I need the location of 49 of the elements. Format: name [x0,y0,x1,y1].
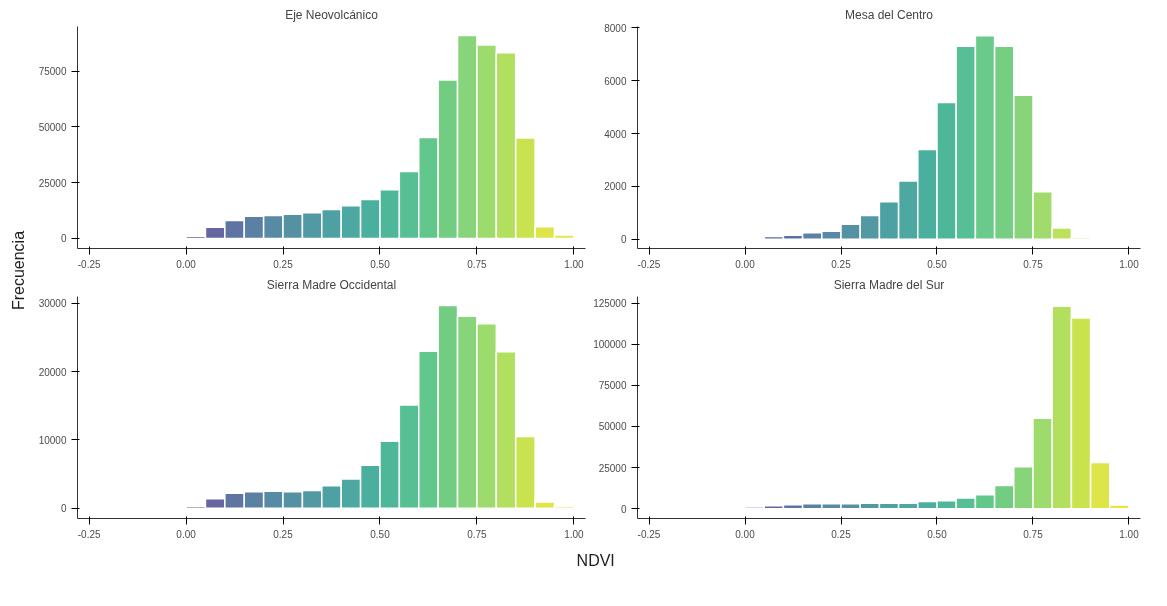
x-tick-label: 0.50 [927,528,948,540]
y-tick-label: 0 [620,503,627,515]
y-tick-label: 0 [620,234,627,246]
x-tick-label: 0.75 [1023,258,1044,270]
y-tick-label: 50000 [598,421,627,433]
x-tick-label: 0.25 [273,528,294,540]
y-tick-label: 10000 [38,434,67,446]
x-tick-label: -0.25 [637,528,661,540]
y-tick-label: 8000 [604,22,627,34]
y-tick-label: 125000 [593,298,627,310]
x-tick-label: 0.50 [370,258,391,270]
x-tick-label: 0.25 [831,258,852,270]
x-tick-label: 0.25 [273,258,294,270]
x-tick-label: 1.00 [1119,258,1140,270]
x-tick-label: 0.00 [735,528,756,540]
chart-title: Eje Neovolcánico [285,7,379,22]
x-tick-label: 1.00 [1119,528,1140,540]
x-tick-label: -0.25 [77,258,101,270]
chart-title: Mesa del Centro [844,7,934,22]
x-tick-label: 0.00 [176,258,197,270]
x-tick-label: 1.00 [564,528,585,540]
x-tick-label: 0.00 [735,258,756,270]
x-tick-label: 1.00 [564,258,585,270]
x-tick-label: 0.00 [176,528,197,540]
x-tick-label: 0.75 [467,528,488,540]
x-tick-label: 0.75 [1023,528,1044,540]
y-tick-label: 0 [60,503,67,515]
x-axis-title: NDVI [576,552,615,569]
y-tick-label: 6000 [604,75,627,87]
y-tick-label: 75000 [38,66,67,78]
chart-title: Sierra Madre Occidental [266,277,397,292]
y-tick-label: 2000 [604,181,627,193]
x-tick-label: -0.25 [637,258,661,270]
y-tick-label: 4000 [604,128,627,140]
x-tick-label: 0.25 [831,528,852,540]
y-tick-label: 50000 [38,121,67,133]
y-tick-label: 75000 [598,380,627,392]
y-axis-title: Frecuencia [9,230,27,311]
x-tick-label: 0.50 [370,528,391,540]
y-tick-label: 20000 [38,366,67,378]
y-tick-label: 25000 [38,177,67,189]
y-tick-label: 30000 [38,298,67,310]
x-tick-label: 0.50 [927,258,948,270]
x-tick-label: 0.75 [467,258,488,270]
chart-title: Sierra Madre del Sur [833,277,945,292]
y-tick-label: 25000 [598,462,627,474]
y-tick-label: 0 [60,233,67,245]
x-tick-label: -0.25 [77,528,101,540]
y-tick-label: 100000 [593,339,627,351]
